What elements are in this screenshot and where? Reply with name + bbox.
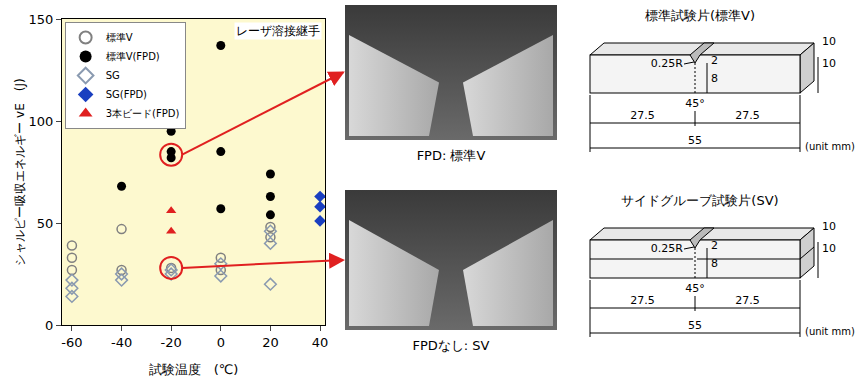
svg-text:SG(FPD): SG(FPD) [106, 89, 147, 100]
svg-text:150: 150 [29, 12, 54, 27]
svg-text:45°: 45° [685, 282, 705, 295]
svg-text:3本ビード(FPD): 3本ビード(FPD) [106, 108, 180, 119]
svg-text:2: 2 [711, 54, 718, 67]
svg-text:-60: -60 [61, 335, 82, 350]
svg-text:0: 0 [217, 335, 225, 350]
svg-text:FPD: 標準V: FPD: 標準V [417, 148, 486, 163]
svg-text:試験温度 (℃): 試験温度 (℃) [149, 362, 239, 377]
svg-text:-20: -20 [161, 335, 182, 350]
svg-text:55: 55 [688, 319, 702, 332]
svg-text:標準V(FPD): 標準V(FPD) [106, 51, 160, 62]
svg-text:27.5: 27.5 [630, 294, 655, 307]
svg-text:8: 8 [711, 72, 718, 85]
svg-text:(unit mm): (unit mm) [805, 326, 855, 337]
svg-text:50: 50 [37, 216, 54, 231]
svg-text:27.5: 27.5 [630, 109, 655, 122]
svg-text:27.5: 27.5 [735, 109, 760, 122]
svg-text:FPDなし: SV: FPDなし: SV [413, 338, 490, 353]
svg-text:サイドグルーブ試験片(SV): サイドグルーブ試験片(SV) [621, 193, 778, 208]
svg-text:10: 10 [822, 220, 836, 233]
svg-text:10: 10 [822, 242, 836, 255]
svg-text:SG: SG [106, 70, 120, 81]
svg-text:シャルピー吸収エネルギー vE (J): シャルピー吸収エネルギー vE (J) [13, 78, 27, 265]
svg-text:標準試験片(標準V): 標準試験片(標準V) [645, 8, 755, 23]
svg-text:レーザ溶接継手: レーザ溶接継手 [236, 24, 320, 38]
svg-text:100: 100 [29, 114, 54, 129]
svg-text:0: 0 [45, 318, 53, 333]
svg-text:8: 8 [711, 257, 718, 270]
svg-text:27.5: 27.5 [735, 294, 760, 307]
svg-text:2: 2 [711, 239, 718, 252]
svg-text:45°: 45° [685, 97, 705, 110]
svg-text:10: 10 [822, 57, 836, 70]
svg-text:40: 40 [312, 335, 329, 350]
svg-text:-40: -40 [111, 335, 132, 350]
svg-text:(unit mm): (unit mm) [805, 141, 855, 152]
svg-text:20: 20 [262, 335, 279, 350]
svg-text:0.25R: 0.25R [651, 57, 683, 70]
svg-text:0.25R: 0.25R [651, 242, 683, 255]
svg-text:標準V: 標準V [106, 32, 133, 43]
svg-text:55: 55 [688, 134, 702, 147]
svg-text:10: 10 [822, 35, 836, 48]
